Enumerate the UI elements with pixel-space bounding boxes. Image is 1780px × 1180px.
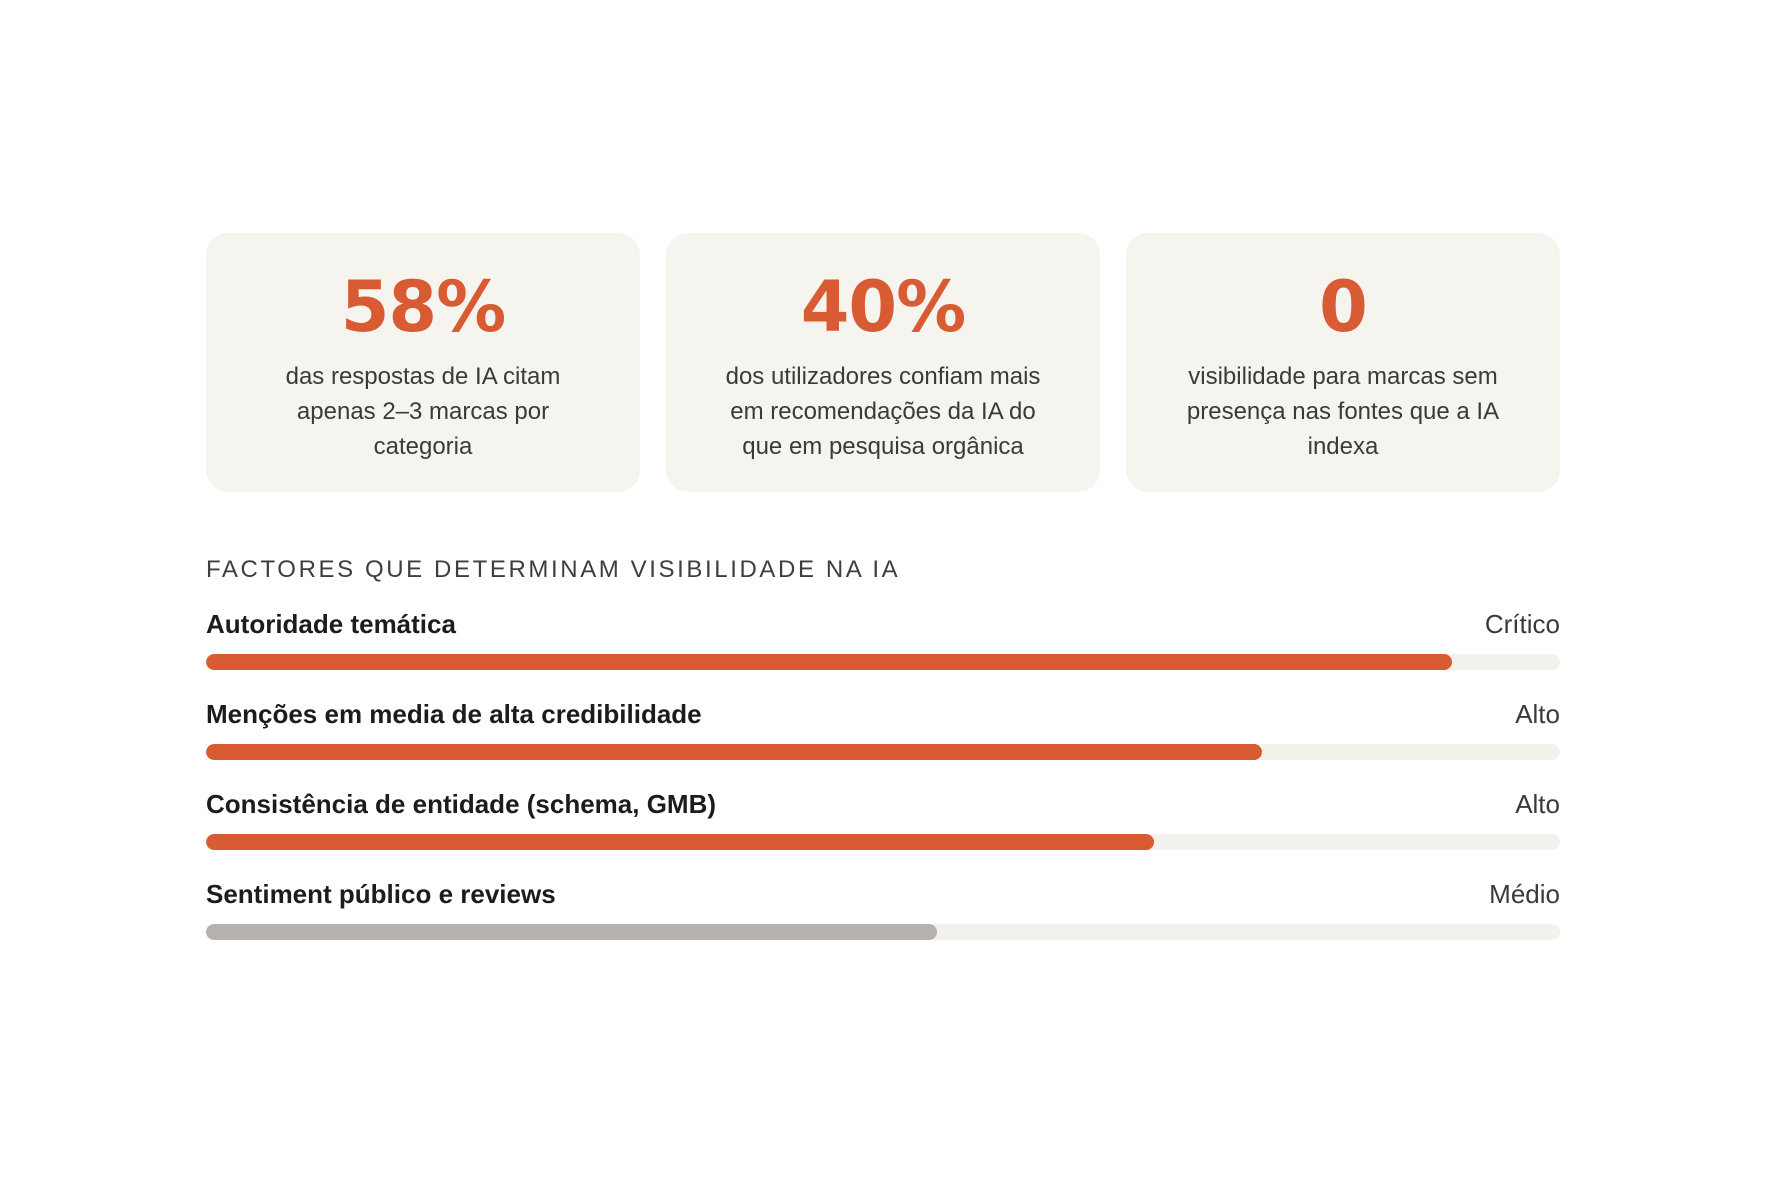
section-title: FACTORES QUE DETERMINAM VISIBILIDADE NA …: [206, 556, 901, 583]
stat-description: visibilidade para marcas sem presença na…: [1186, 363, 1500, 460]
stat-card: 58% das respostas de IA citam apenas 2–3…: [206, 233, 640, 492]
factor-item: Sentiment público e reviews Médio: [206, 878, 1560, 940]
progress-track: [206, 834, 1560, 850]
progress-track: [206, 654, 1560, 670]
factor-level: Alto: [1515, 789, 1560, 819]
progress-fill: [206, 924, 938, 940]
factor-item: Menções em media de alta credibilidade A…: [206, 698, 1560, 760]
factors-list: Autoridade temática Crítico Menções em m…: [206, 608, 1560, 940]
stat-description: das respostas de IA citam apenas 2–3 mar…: [285, 363, 561, 460]
factor-item: Autoridade temática Crítico: [206, 608, 1560, 670]
stat-description: dos utilizadores confiam mais em recomen…: [725, 363, 1041, 460]
factor-header: Menções em media de alta credibilidade A…: [206, 698, 1560, 730]
progress-track: [206, 924, 1560, 940]
factor-label: Sentiment público e reviews: [206, 879, 556, 909]
factor-header: Consistência de entidade (schema, GMB) A…: [206, 788, 1560, 820]
factor-label: Autoridade temática: [206, 609, 456, 639]
progress-track: [206, 744, 1560, 760]
main-content: 58% das respostas de IA citam apenas 2–3…: [206, 233, 1560, 968]
factor-header: Sentiment público e reviews Médio: [206, 878, 1560, 910]
factor-level: Alto: [1515, 699, 1560, 729]
progress-fill: [206, 654, 1452, 670]
factor-label: Menções em media de alta credibilidade: [206, 699, 702, 729]
stats-row: 58% das respostas de IA citam apenas 2–3…: [206, 233, 1560, 492]
factor-item: Consistência de entidade (schema, GMB) A…: [206, 788, 1560, 850]
stat-value: 58%: [340, 266, 507, 348]
progress-fill: [206, 744, 1263, 760]
stat-value: 40%: [800, 266, 967, 348]
stat-card: 40% dos utilizadores confiam mais em rec…: [666, 233, 1100, 492]
progress-fill: [206, 834, 1154, 850]
factor-header: Autoridade temática Crítico: [206, 608, 1560, 640]
factor-label: Consistência de entidade (schema, GMB): [206, 789, 717, 819]
factor-level: Médio: [1489, 879, 1560, 909]
stat-value: 0: [1319, 266, 1368, 348]
stat-card: 0 visibilidade para marcas sem presença …: [1126, 233, 1560, 492]
factor-level: Crítico: [1484, 609, 1560, 639]
